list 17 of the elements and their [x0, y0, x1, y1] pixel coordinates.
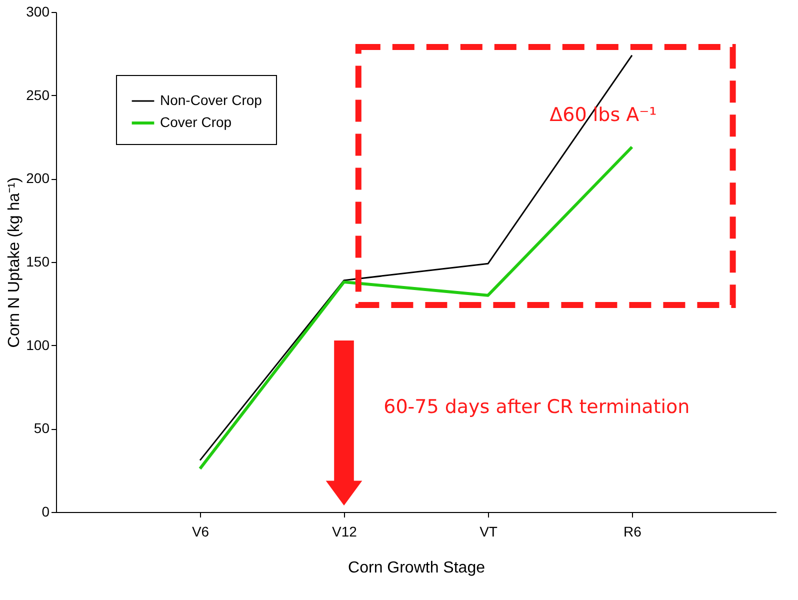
x-tick-label: V6 [192, 524, 210, 540]
x-tick-label: VT [480, 524, 498, 540]
legend-label: Non-Cover Crop [160, 92, 262, 108]
y-axis-title: Corn N Uptake (kg ha⁻¹) [6, 177, 24, 348]
x-tick-label: V12 [332, 524, 358, 540]
x-axis-title: Corn Growth Stage [348, 560, 486, 576]
annotation: 60-75 days after CR termination [384, 396, 690, 418]
y-tick-label: 200 [26, 170, 50, 186]
x-tick-label: R6 [624, 524, 642, 540]
y-tick-label: 250 [26, 86, 50, 103]
y-tick-label: 100 [26, 336, 50, 353]
y-tick-label: 300 [26, 4, 50, 20]
legend-label: Cover Crop [160, 114, 232, 130]
y-tick-label: 50 [34, 420, 50, 436]
y-tick-label: 0 [42, 504, 50, 520]
y-tick-label: 150 [26, 254, 50, 270]
annotation: Δ60 lbs A⁻¹ [550, 104, 657, 126]
